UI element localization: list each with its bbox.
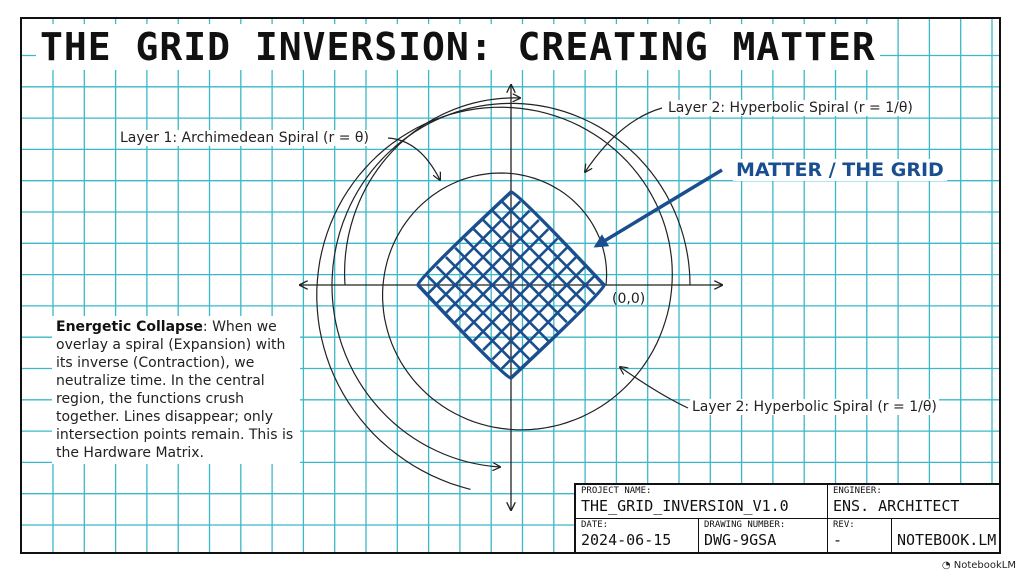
- brand-value: NOTEBOOK.LM: [897, 531, 997, 549]
- spiral-curves: [316, 98, 691, 490]
- project-name-value: THE_GRID_INVERSION_V1.0: [581, 497, 789, 515]
- matter-grid-line: [482, 256, 578, 352]
- archimedean-spiral: [316, 106, 673, 490]
- leader-layer2-top: [585, 107, 663, 172]
- engineer-value: ENS. ARCHITECT: [833, 497, 960, 515]
- drawing-number-label: DRAWING NUMBER:: [704, 520, 786, 530]
- engineer-label: ENGINEER:: [833, 486, 882, 496]
- cell-project-name: PROJECT NAME: THE_GRID_INVERSION_V1.0: [576, 485, 828, 519]
- drawing-number-value: DWG-9GSA: [704, 531, 777, 549]
- label-matter: MATTER / THE GRID: [733, 159, 947, 181]
- label-layer2-bottom: Layer 2: Hyperbolic Spiral (r = 1/θ): [690, 399, 939, 415]
- matter-outline: [416, 190, 606, 380]
- matter-grid-diamond: [416, 190, 606, 380]
- cell-drawing-number: DRAWING NUMBER: DWG-9GSA: [699, 519, 828, 554]
- label-layer1: Layer 1: Archimedean Spiral (r = θ): [118, 130, 371, 146]
- hyperbolic-spiral: [331, 102, 691, 467]
- label-origin: (0,0): [612, 291, 646, 307]
- matter-arrow: [593, 168, 723, 248]
- cell-brand: NOTEBOOK.LM: [892, 519, 1000, 554]
- matter-grid-line: [491, 209, 587, 305]
- hyperbolic-spiral-arc: [343, 98, 520, 286]
- footer-text: NotebookLM: [953, 560, 1016, 571]
- matter-grid-line: [472, 246, 568, 342]
- description-text: Energetic Collapse: When we overlay a sp…: [52, 316, 300, 464]
- matter-grid-line: [500, 200, 596, 296]
- matter-grid-line: [482, 218, 578, 314]
- cell-engineer: ENGINEER: ENS. ARCHITECT: [828, 485, 1000, 519]
- cell-date: DATE: 2024-06-15: [576, 519, 699, 554]
- date-label: DATE:: [581, 520, 609, 530]
- label-layer2-top: Layer 2: Hyperbolic Spiral (r = 1/θ): [666, 100, 915, 116]
- project-name-label: PROJECT NAME:: [581, 486, 652, 496]
- date-value: 2024-06-15: [581, 531, 672, 549]
- rev-label: REV:: [833, 520, 855, 530]
- matter-grid-line: [472, 228, 568, 324]
- description-body: : When we overlay a spiral (Expansion) w…: [56, 319, 294, 461]
- cell-rev: REV: -: [828, 519, 892, 554]
- matter-grid-line: [491, 265, 587, 361]
- description-heading: Energetic Collapse: [56, 319, 203, 335]
- footer-brand: ◔ NotebookLM: [941, 560, 1016, 571]
- leader-layer2-bottom: [620, 367, 689, 409]
- rev-value: -: [833, 531, 843, 549]
- page-title: THE GRID INVERSION: CREATING MATTER: [36, 24, 880, 70]
- leader-layer1: [387, 137, 440, 180]
- drawing-border: [20, 17, 1001, 554]
- title-block: PROJECT NAME: THE_GRID_INVERSION_V1.0 ENG…: [574, 483, 1001, 554]
- matter-grid-line: [500, 274, 596, 370]
- matter-grid-line: [463, 237, 559, 333]
